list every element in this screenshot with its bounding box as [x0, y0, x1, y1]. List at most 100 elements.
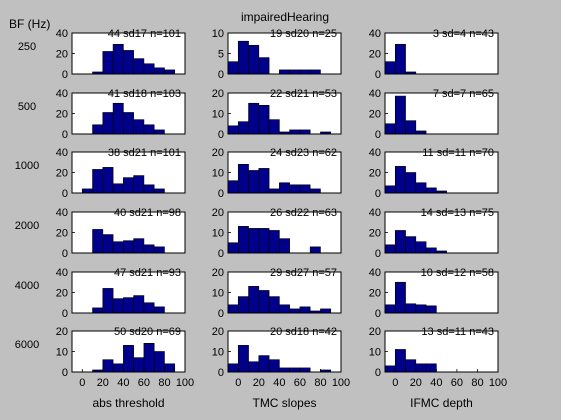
- histogram-bar: [384, 61, 396, 75]
- histogram-panel: 44 sd17 n=101 0 20 40 250: [18, 28, 186, 81]
- histogram-bar: [289, 69, 301, 75]
- histogram-bar: [258, 168, 270, 194]
- histogram-bar: [415, 241, 427, 254]
- histogram-bar: [394, 349, 406, 373]
- panel-stats-label: 26 sd22 n=63: [270, 207, 337, 219]
- histogram-panel: 50 sd20 n=69 0 10 20 6000: [15, 326, 186, 379]
- y-tick-label: 40: [369, 267, 381, 279]
- histogram-bar: [299, 306, 311, 314]
- histogram-bar: [164, 363, 176, 373]
- histogram-bar: [289, 367, 301, 373]
- histogram-panel: 7 sd=7 n=65 0 20 40: [369, 88, 499, 141]
- histogram-bar: [248, 102, 260, 135]
- histogram-bar: [248, 228, 260, 254]
- x-axis-label: IFMC depth: [410, 396, 473, 410]
- histogram-bar: [299, 184, 311, 194]
- histogram-bar: [237, 296, 249, 314]
- histogram-bar: [112, 298, 124, 314]
- histogram-bar: [405, 236, 417, 254]
- histogram-bar: [153, 351, 165, 373]
- y-tick-label: 0: [62, 69, 68, 81]
- histogram-bar: [133, 175, 145, 194]
- histogram-bar: [143, 342, 155, 373]
- y-tick-label: 5: [218, 49, 224, 61]
- histogram-bar: [102, 359, 114, 373]
- histogram-bar: [289, 184, 301, 194]
- histogram-bar: [133, 357, 145, 373]
- histogram-bar: [384, 365, 396, 373]
- histogram-bar: [112, 241, 124, 254]
- y-tick-label: 10: [212, 288, 224, 300]
- y-tick-label: 40: [56, 147, 68, 159]
- histogram-panel: 3 sd=4 n=43 0 20 40: [369, 28, 499, 81]
- x-tick-label: 0: [79, 377, 85, 389]
- panel-stats-label: 47 sd21 n=93: [114, 267, 181, 279]
- x-tick-label: 80: [314, 377, 326, 389]
- y-tick-label: 20: [56, 326, 68, 338]
- histogram-bar: [258, 228, 270, 254]
- y-tick-label: 0: [62, 308, 68, 320]
- bf-row-label: 6000: [15, 339, 39, 351]
- histogram-bar: [394, 230, 406, 254]
- y-tick-label: 40: [56, 207, 68, 219]
- x-tick-label: 60: [138, 377, 150, 389]
- histogram-bar: [123, 240, 134, 254]
- histogram-bar: [405, 303, 417, 314]
- y-tick-label: 40: [56, 88, 68, 100]
- histogram-bar: [279, 69, 290, 75]
- histogram-bar: [102, 234, 114, 254]
- histogram-bar: [153, 129, 165, 135]
- histogram-panel: 19 sd20 n=25 0 5 10: [212, 28, 342, 81]
- bf-row-label: 4000: [15, 280, 39, 292]
- histogram-bar: [384, 185, 396, 194]
- histogram-bar: [123, 112, 134, 135]
- histogram-bar: [227, 242, 239, 254]
- x-tick-label: 100: [176, 377, 194, 389]
- panel-stats-label: 19 sd20 n=25: [270, 28, 337, 40]
- panel-stats-label: 14 sd=13 n=75: [421, 207, 494, 219]
- y-tick-label: 0: [218, 188, 224, 200]
- histogram-bar: [92, 229, 104, 254]
- panel-stats-label: 7 sd=7 n=65: [433, 88, 494, 100]
- histogram-bar: [237, 226, 249, 254]
- x-tick-label: 40: [430, 377, 442, 389]
- y-tick-label: 20: [369, 168, 381, 180]
- histogram-bar: [153, 67, 165, 75]
- panel-stats-label: 11 sd=11 n=70: [422, 147, 494, 159]
- panel-stats-label: 50 sd20 n=69: [114, 326, 181, 338]
- y-tick-label: 0: [218, 308, 224, 320]
- histogram-bar: [92, 307, 104, 314]
- histogram-bar: [384, 123, 396, 135]
- histogram-bar: [258, 355, 270, 373]
- histogram-bar: [143, 244, 155, 254]
- histogram-panel: 47 sd21 n=93 0 20 40 4000: [15, 267, 186, 320]
- x-tick-label: 80: [158, 377, 170, 389]
- x-tick-label: 60: [294, 377, 306, 389]
- histogram-panel: 38 sd21 n=101 0 20 40 1000: [15, 147, 186, 200]
- panel-stats-label: 24 sd23 n=62: [270, 147, 337, 159]
- y-tick-label: 20: [212, 88, 224, 100]
- panel-stats-label: 38 sd21 n=101: [108, 147, 181, 159]
- x-tick-label: 20: [97, 377, 109, 389]
- histogram-bar: [143, 302, 155, 314]
- histogram-bar: [133, 238, 145, 254]
- y-tick-label: 0: [62, 129, 68, 141]
- histogram-bar: [133, 119, 145, 135]
- bf-axis-label: BF (Hz): [9, 17, 50, 31]
- histogram-bar: [415, 363, 427, 373]
- histogram-bar: [425, 363, 437, 373]
- histogram-bar: [384, 304, 396, 314]
- y-tick-label: 0: [375, 69, 381, 81]
- y-tick-label: 20: [212, 147, 224, 159]
- bf-row-label: 500: [18, 101, 36, 113]
- histogram-bar: [102, 167, 114, 194]
- y-tick-label: 0: [375, 367, 381, 379]
- y-tick-label: 0: [218, 248, 224, 260]
- histogram-bar: [258, 290, 270, 314]
- histogram-bar: [425, 305, 437, 314]
- histogram-bar: [227, 304, 239, 314]
- bf-row-label: 2000: [15, 220, 39, 232]
- histogram-bar: [258, 105, 270, 135]
- histogram-bar: [394, 281, 406, 314]
